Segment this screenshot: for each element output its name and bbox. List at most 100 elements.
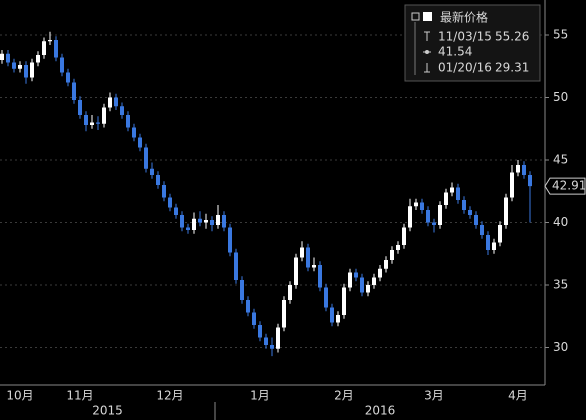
candle-body [342, 287, 346, 315]
x-tick-label: 10月 [6, 389, 33, 403]
candle-body [72, 82, 76, 100]
candle-body [192, 218, 196, 230]
y-tick-label: 30 [553, 340, 568, 354]
candle-body [24, 65, 28, 78]
candle-body [282, 300, 286, 328]
candle-body [468, 210, 472, 215]
candle-body [138, 137, 142, 148]
candle-body [510, 172, 514, 198]
candle-body [396, 245, 400, 250]
legend-high-date: 11/03/15 [438, 30, 492, 44]
candle-body [414, 202, 418, 207]
candle-body [60, 57, 64, 73]
candle-body [318, 265, 322, 288]
legend-low-value: 29.31 [495, 61, 529, 75]
candle-body [372, 277, 376, 285]
candle-body [348, 272, 352, 288]
candle-body [408, 206, 412, 228]
legend-average: 41.54 [438, 45, 472, 59]
candle-body [84, 115, 88, 125]
candle-body [252, 312, 256, 325]
candle-body [90, 122, 94, 125]
candle-body [216, 215, 220, 225]
candle-body [258, 325, 262, 338]
candle-body [210, 220, 214, 225]
candle-body [36, 55, 40, 63]
candle-body [522, 165, 526, 175]
x-tick-label: 3月 [424, 389, 444, 403]
candle-body [228, 227, 232, 253]
candle-body [420, 202, 424, 210]
candle-body [456, 187, 460, 200]
candle-body [66, 72, 70, 83]
candle-body [402, 227, 406, 245]
candle-body [0, 53, 4, 60]
candle-body [444, 192, 448, 205]
low-icon [424, 63, 430, 73]
candle-body [96, 122, 100, 124]
legend-title: 最新价格 [440, 10, 488, 25]
x-tick-label: 1月 [250, 389, 270, 403]
candle-body [42, 41, 46, 55]
legend-low-date: 01/20/16 [438, 61, 492, 75]
y-tick-label: 50 [553, 90, 568, 104]
candle-body [204, 220, 208, 223]
legend-icon [411, 12, 420, 21]
candle-body [30, 62, 34, 78]
x-tick-label: 2月 [334, 389, 354, 403]
candle-body [492, 242, 496, 250]
candle-body [324, 287, 328, 308]
candle-body [498, 225, 502, 243]
candle-body [234, 252, 238, 280]
candle-body [516, 165, 520, 173]
y-tick-label: 35 [553, 278, 568, 292]
candle-body [78, 100, 82, 115]
candle-body [162, 185, 166, 198]
candle-body [126, 115, 130, 128]
candle-body [474, 215, 478, 225]
candle-body [390, 250, 394, 260]
x-group-label: 2015 [92, 404, 123, 418]
candle-body [48, 40, 52, 42]
candle-body [108, 97, 112, 108]
candle-body [480, 225, 484, 235]
legend: 最新价格 11/03/15 55.26 41.54 01/20/16 29.31 [404, 4, 541, 82]
candle-body [144, 147, 148, 169]
candle-body [150, 168, 154, 175]
y-tick-label: 40 [553, 215, 568, 229]
candle-body [336, 315, 340, 323]
candle-body [294, 257, 298, 285]
candle-body [366, 285, 370, 293]
candle-body [174, 207, 178, 215]
last-value-label: 42.91 [552, 179, 586, 193]
candle-body [462, 200, 466, 210]
y-tick-label: 55 [553, 28, 568, 42]
candle-body [246, 300, 250, 313]
candle-body [186, 227, 190, 230]
candle-body [54, 40, 58, 58]
candle-body [156, 175, 160, 185]
candle-body [264, 337, 268, 345]
candle-body [168, 197, 172, 208]
candle-body [426, 210, 430, 223]
x-tick-label: 11月 [66, 389, 93, 403]
candle-body [240, 280, 244, 300]
candle-body [270, 345, 274, 349]
candle-body [330, 307, 334, 323]
candle-body [120, 106, 124, 115]
candle-body [18, 65, 22, 69]
candle-body [438, 205, 442, 225]
legend-high-value: 55.26 [495, 30, 529, 44]
candle-body [6, 53, 10, 63]
candle-body [114, 97, 118, 107]
candle-body [306, 247, 310, 268]
x-group-label: 2016 [365, 404, 396, 418]
candle-body [180, 215, 184, 228]
candle-body [504, 197, 508, 225]
candle-body [378, 268, 382, 278]
y-tick-label: 45 [553, 153, 568, 167]
candle-body [132, 127, 136, 138]
x-tick-label: 4月 [508, 389, 528, 403]
x-tick-label: 12月 [156, 389, 183, 403]
